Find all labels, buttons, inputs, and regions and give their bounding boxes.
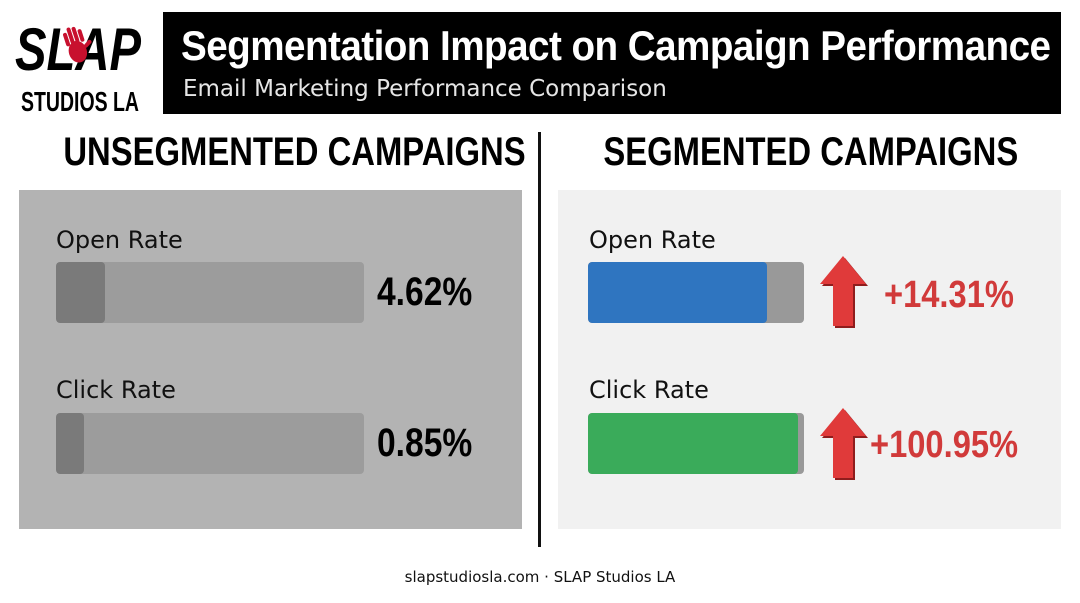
arrow-up-icon bbox=[820, 256, 868, 328]
unsegmented-open-rate-value: 4.62% bbox=[377, 270, 473, 314]
segmented-click-rate-bar bbox=[588, 413, 798, 474]
segmented-click-rate-label: Click Rate bbox=[589, 376, 709, 404]
unsegmented-click-rate-label: Click Rate bbox=[56, 376, 176, 404]
segmented-open-rate-change: +14.31% bbox=[884, 274, 1014, 316]
unsegmented-open-rate-track bbox=[56, 262, 364, 323]
arrow-up-icon bbox=[820, 408, 868, 480]
unsegmented-title: UNSEGMENTED CAMPAIGNS bbox=[63, 130, 526, 174]
footer-credit: slapstudiosla.com · SLAP Studios LA bbox=[404, 568, 676, 586]
unsegmented-click-rate-value: 0.85% bbox=[377, 421, 473, 465]
slap-logo-icon: SLAP STUDIOS LA bbox=[15, 16, 142, 117]
svg-text:STUDIOS LA: STUDIOS LA bbox=[21, 86, 139, 117]
segmented-click-rate-change: +100.95% bbox=[870, 424, 1019, 466]
segmented-panel: Open Rate +14.31% Click Rate +100.95% bbox=[558, 190, 1061, 529]
segmented-title: SEGMENTED CAMPAIGNS bbox=[603, 130, 1019, 174]
page-subtitle: Email Marketing Performance Comparison bbox=[183, 76, 667, 102]
unsegmented-open-rate-label: Open Rate bbox=[56, 226, 183, 254]
center-divider bbox=[538, 132, 541, 547]
segmented-open-rate-bar bbox=[588, 262, 768, 323]
segmented-click-rate-track bbox=[588, 413, 804, 474]
unsegmented-open-rate-bar bbox=[56, 262, 106, 323]
unsegmented-click-rate-bar bbox=[56, 413, 84, 474]
segmented-open-rate-track bbox=[588, 262, 804, 323]
header-banner: Segmentation Impact on Campaign Performa… bbox=[163, 12, 1061, 114]
segmented-open-rate-label: Open Rate bbox=[589, 226, 716, 254]
brand-logo: SLAP STUDIOS LA bbox=[14, 8, 146, 118]
unsegmented-panel: Open Rate 4.62% Click Rate 0.85% bbox=[19, 190, 522, 529]
handprint-icon bbox=[63, 26, 92, 63]
unsegmented-click-rate-track bbox=[56, 413, 364, 474]
page-title: Segmentation Impact on Campaign Performa… bbox=[181, 22, 1051, 69]
